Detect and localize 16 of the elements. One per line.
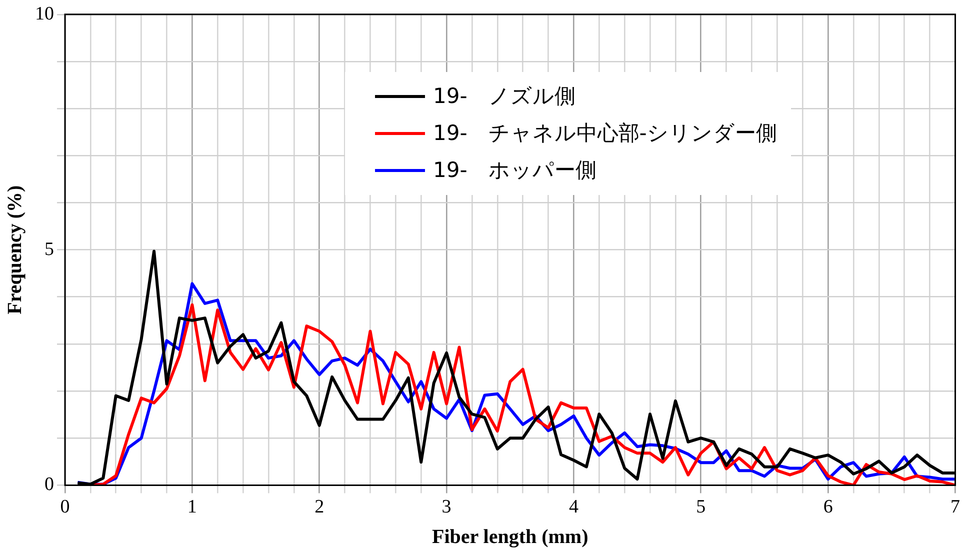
y-tick-label: 5 xyxy=(44,238,54,260)
x-tick-label: 6 xyxy=(823,496,833,518)
x-tick-label: 7 xyxy=(950,496,960,518)
x-tick-label: 0 xyxy=(60,496,70,518)
x-tick-label: 2 xyxy=(314,496,324,518)
x-tick-label: 4 xyxy=(568,496,579,518)
x-axis-title: Fiber length (mm) xyxy=(432,526,588,548)
x-tick-label: 5 xyxy=(696,496,706,518)
y-tick-label: 10 xyxy=(35,3,54,24)
x-tick-label: 3 xyxy=(442,496,452,518)
y-axis-title: Frequency (%) xyxy=(4,185,26,314)
y-tick-label: 0 xyxy=(44,474,54,496)
x-tick-label: 1 xyxy=(187,496,197,518)
legend-label: 19- ホッパー側 xyxy=(433,157,596,184)
legend-label: 19- チャネル中心部-シリンダー側 xyxy=(433,120,777,147)
legend-label: 19- ノズル側 xyxy=(433,83,576,110)
